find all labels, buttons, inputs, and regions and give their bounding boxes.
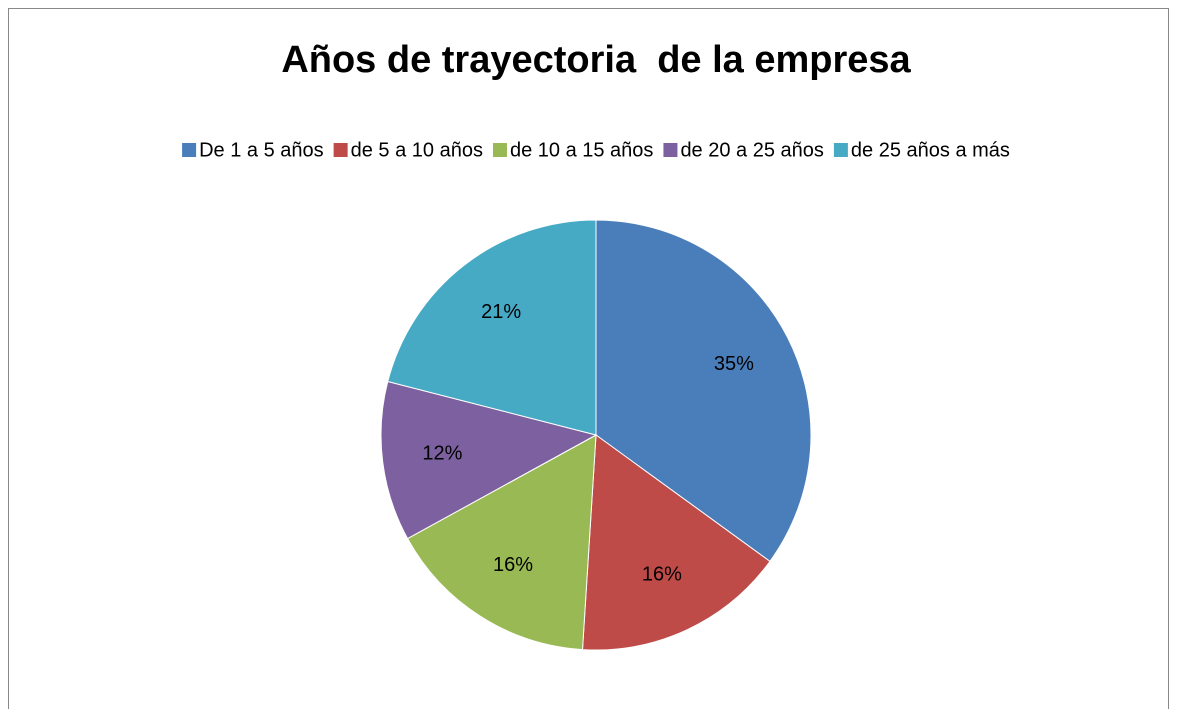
legend-label: de 25 años a más — [851, 139, 1010, 161]
data-label: 16% — [642, 563, 682, 585]
legend-label: de 5 a 10 años — [351, 139, 483, 161]
chart-title: Años de trayectoria de la empresa — [281, 39, 911, 81]
pie-slice — [595, 219, 812, 563]
data-label: 21% — [481, 301, 521, 323]
legend-swatch — [492, 143, 507, 157]
legend-label: de 20 a 25 años — [680, 139, 823, 161]
legend-label: de 10 a 15 años — [510, 139, 653, 161]
legend-label: De 1 a 5 años — [199, 139, 324, 161]
pie-slice — [581, 434, 771, 651]
legend-swatch — [833, 143, 848, 157]
pie-slice — [387, 219, 597, 436]
legend-swatch — [333, 143, 348, 157]
pie-slice — [406, 434, 597, 651]
legend-swatch — [182, 143, 197, 157]
legend: De 1 a 5 años de 5 a 10 años de 10 a 15 añ… — [182, 139, 1010, 161]
data-label: 16% — [493, 554, 533, 576]
data-label: 35% — [714, 353, 754, 375]
pie-slice — [380, 380, 598, 540]
data-label: 12% — [422, 443, 462, 465]
legend-swatch — [663, 143, 678, 157]
